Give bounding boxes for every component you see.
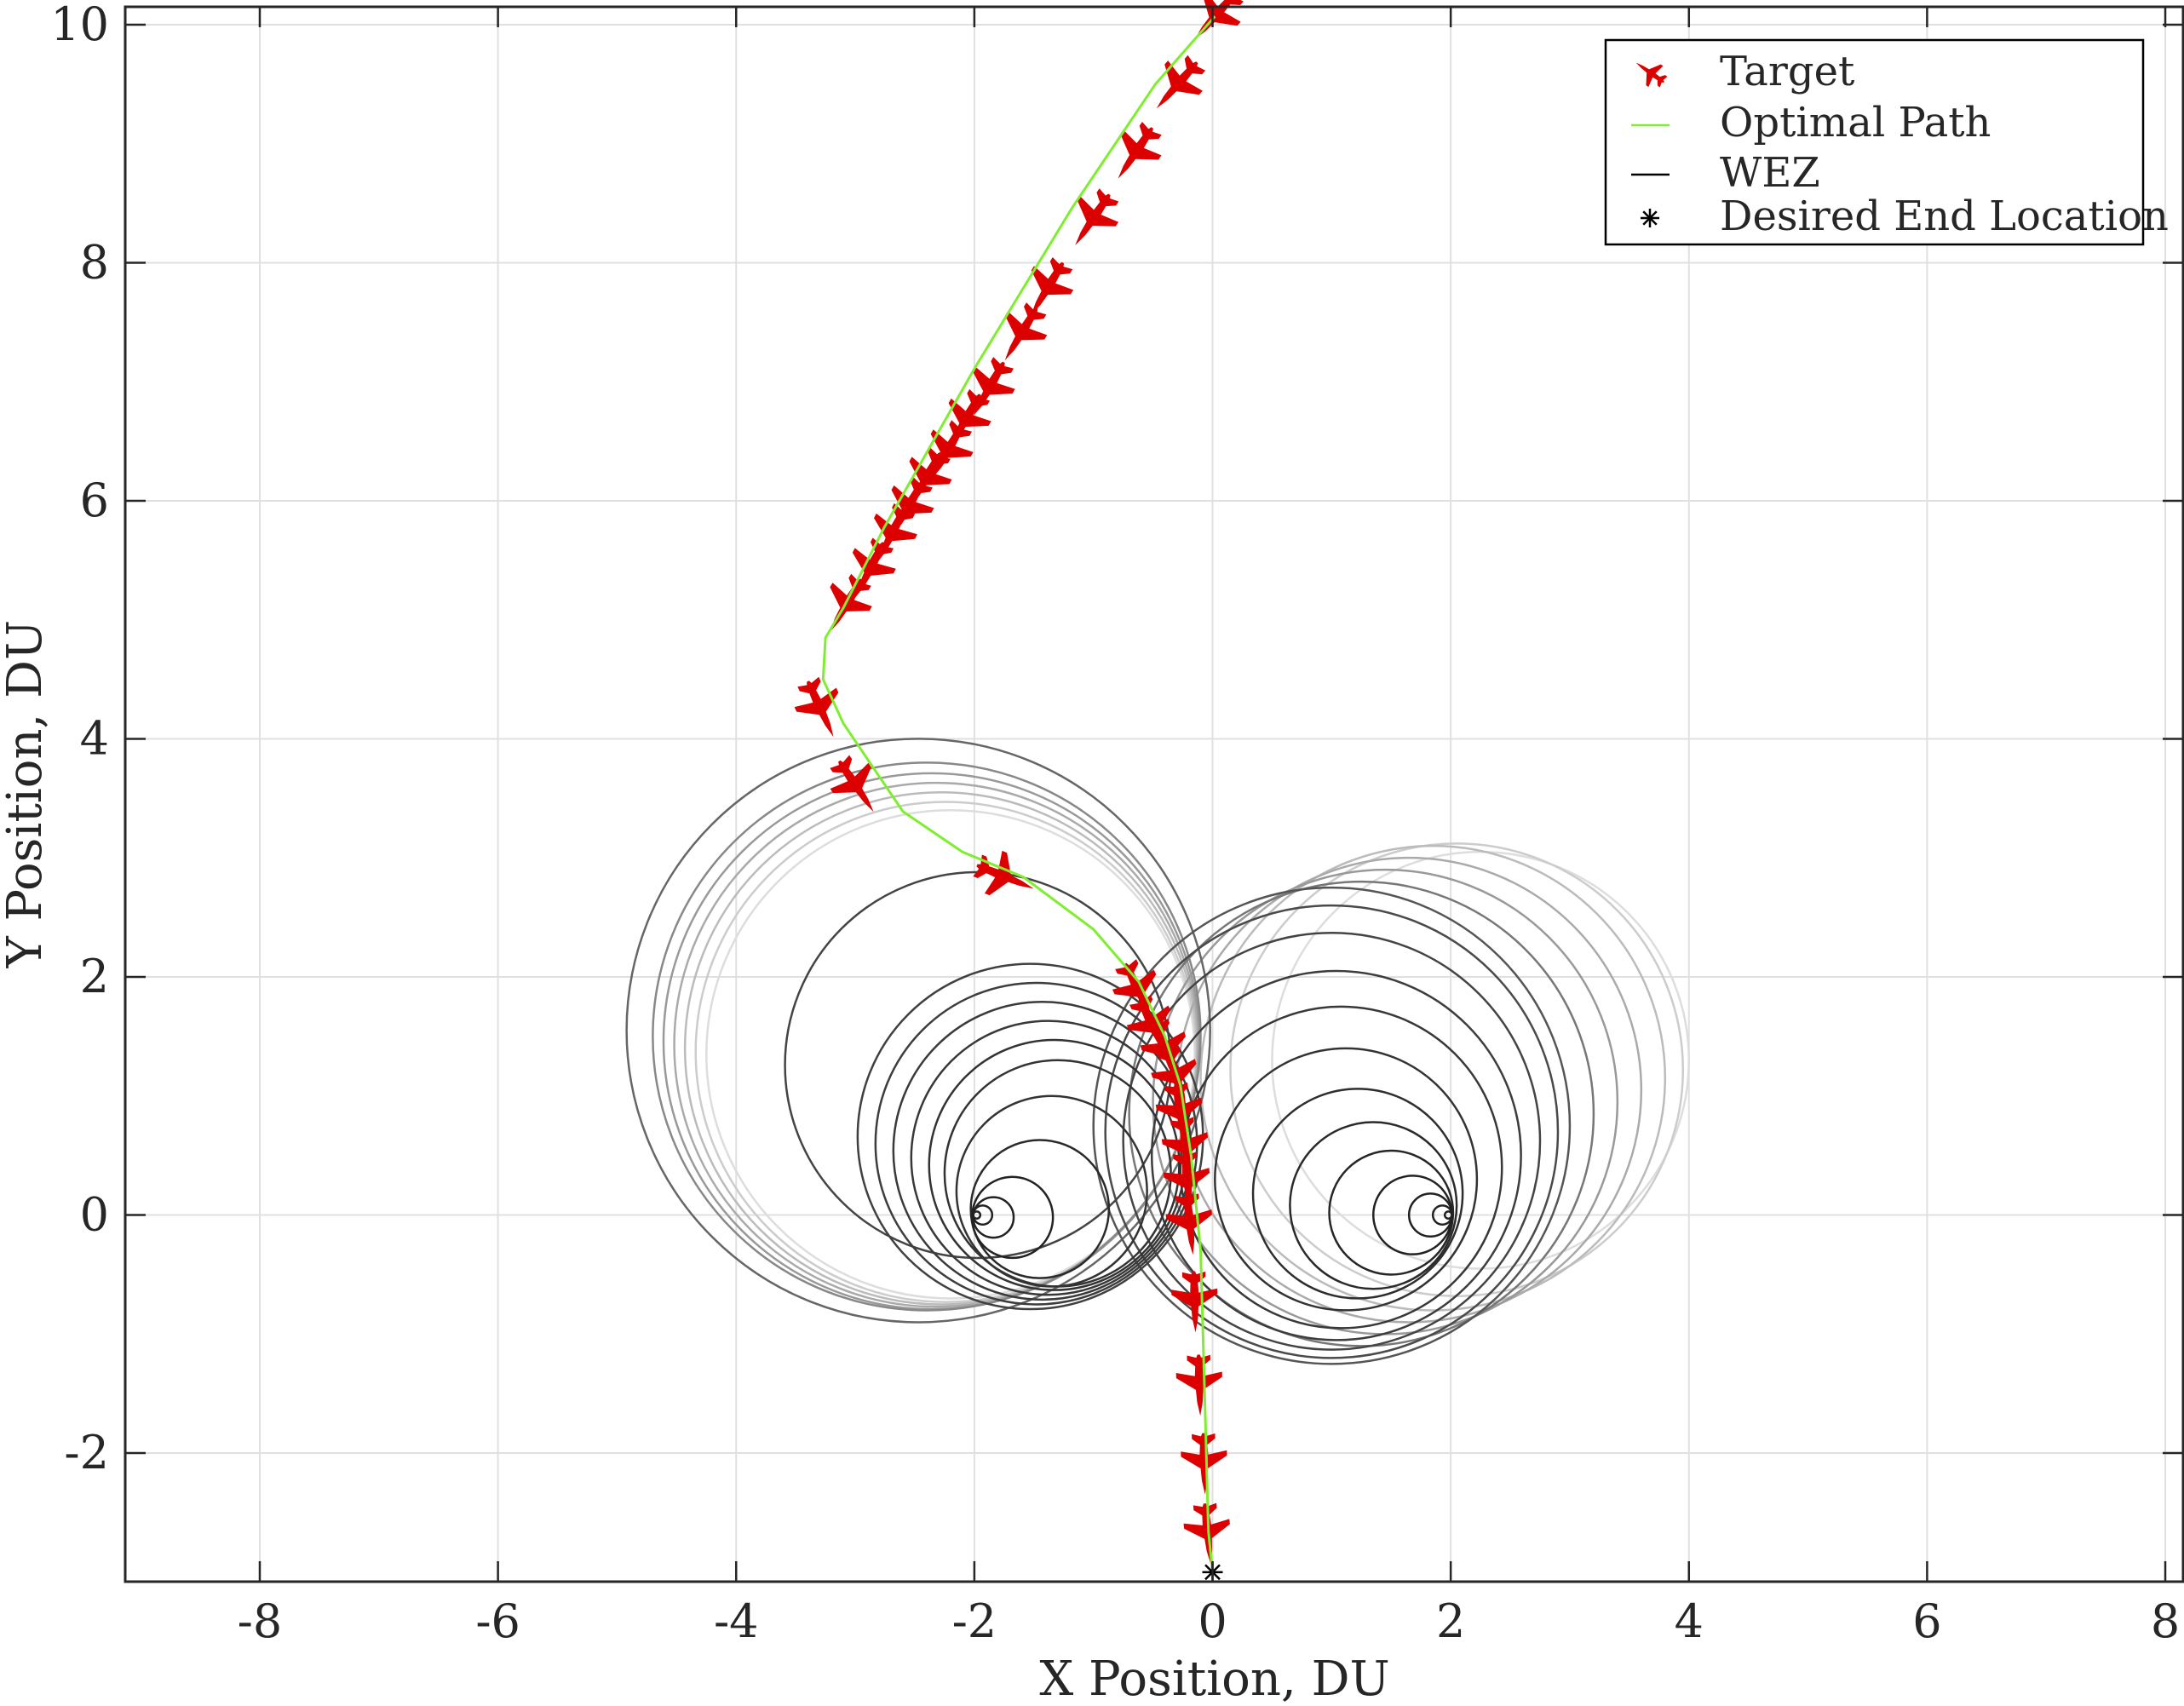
x-tick-label: 4 [1675,1594,1704,1648]
target-jet-marker [973,850,1034,896]
wez-loop [1104,904,1560,1359]
target-series [794,0,1244,1565]
optimal-path-series [821,15,1216,1572]
target-jet-marker [830,573,872,632]
wez-loop [955,1094,1148,1288]
y-tick-label: 4 [80,712,109,766]
wez-loop [910,1020,1187,1296]
wez-loop [1251,1088,1464,1300]
target-jet-marker [1155,1082,1203,1145]
target-jet-marker [1165,1193,1212,1255]
target-jet-marker [1031,256,1074,315]
wez-loop [1150,969,1522,1341]
wez-loop [683,791,1198,1306]
legend-end-icon [1641,209,1659,227]
wez-loop [625,738,1211,1324]
wez-loop [1199,844,1667,1312]
legend-label-end: Desired End Location [1720,192,2169,240]
x-tick-label: -8 [238,1594,283,1648]
y-tick-label: 2 [80,950,109,1003]
x-tick-label: 2 [1436,1594,1465,1648]
target-jet-marker [1140,1018,1186,1080]
x-tick-label: -6 [475,1594,520,1648]
legend-label-target: Target [1720,48,1854,95]
target-jet-marker [1161,1117,1209,1179]
wez-loop [694,801,1198,1303]
wez-series [625,738,1691,1365]
legend-label-path: Optimal Path [1720,99,1991,146]
x-axis-label: X Position, DU [1039,1651,1389,1706]
asterisk-stroke [1642,210,1658,226]
target-jet-marker [1075,188,1119,246]
wez-loop [673,781,1199,1308]
target-jet-marker [852,537,896,598]
wez-loop [1372,1175,1453,1255]
target-jet-marker [794,676,839,738]
x-tick-label: 0 [1198,1594,1227,1648]
y-tick-label: 8 [80,235,109,289]
wez-loop [1128,880,1595,1347]
wez-loop [1179,1005,1503,1330]
y-tick-label: 0 [80,1188,109,1242]
wez-loop [1175,856,1643,1324]
wez-loop [1289,1121,1458,1290]
wez-loop [1214,1047,1479,1312]
y-tick-label: 6 [80,474,109,527]
wez-loop [652,761,1202,1312]
target-jet-marker [830,755,874,813]
legend: Target Optimal Path WEZ Desired End Loca… [1604,38,2169,246]
x-tick-label: 8 [2151,1594,2180,1648]
target-jet-marker [1175,1354,1222,1416]
target-jet-marker [1181,1433,1227,1495]
wez-loop [969,1139,1111,1279]
x-tick-label: 6 [1912,1594,1941,1648]
legend-label-wez: WEZ [1720,149,1820,197]
axes: -8 -6 -4 -2 0 2 4 6 8 -2 0 2 4 6 8 10 [50,0,2184,1648]
optimal-path-line [821,15,1216,1572]
y-axis-label: Y Position, DU [0,620,53,968]
legend-target-icon [1635,62,1668,88]
target-jet-marker [1118,121,1162,179]
x-tick-label: -2 [952,1594,997,1648]
grid [125,7,2183,1582]
y-tick-label: -2 [64,1426,109,1479]
wez-loop [662,772,1201,1311]
legend-box [1604,38,2145,246]
wez-loop [1122,931,1542,1351]
target-jet-marker [1171,1271,1218,1333]
wez-loop [1092,886,1572,1365]
y-tick-label: 10 [50,0,109,51]
wez-loop [705,809,1196,1300]
plot-frame [124,5,2184,1583]
target-jet-marker [1183,1502,1230,1565]
x-tick-label: -4 [714,1594,759,1648]
target-jet-marker [1151,1046,1197,1108]
target-jet-marker [1163,1152,1210,1214]
wez-loop [972,1196,1015,1239]
wez-loop [1328,1149,1455,1276]
wez-loop [970,1175,1055,1260]
target-jet-marker [1004,302,1048,361]
jet-icon [1635,62,1668,88]
wez-loop [928,1038,1181,1291]
